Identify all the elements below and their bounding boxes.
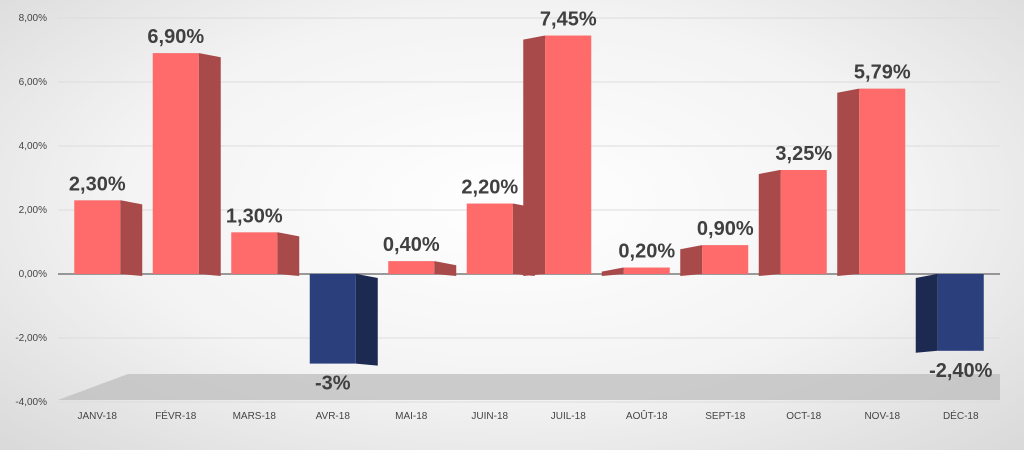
y-axis: 8,00% 6,00% 4,00% 2,00% 0,00% -2,00% -4,00% — [15, 13, 47, 408]
data-label: 7,45% — [540, 9, 597, 31]
x-tick-label: AOÛT-18 — [626, 409, 668, 422]
data-label: 0,20% — [618, 241, 675, 263]
x-tick-label: JUIN-18 — [471, 411, 508, 422]
x-tick-label: FÉVR-18 — [155, 409, 197, 422]
bar — [466, 203, 513, 274]
data-label: 5,79% — [854, 62, 911, 84]
bar-side — [277, 232, 300, 276]
data-label: -3% — [315, 373, 351, 395]
x-tick-label: AVR-18 — [316, 411, 351, 422]
x-tick-label: JUIL-18 — [551, 411, 586, 422]
x-tick-label: OCT-18 — [786, 411, 821, 422]
bar — [388, 261, 435, 274]
y-tick-label: 8,00% — [19, 13, 47, 24]
bar-side — [523, 35, 546, 276]
bar — [623, 267, 670, 274]
bar-side — [680, 245, 703, 276]
y-tick-label: 4,00% — [19, 141, 47, 152]
chart-floor — [58, 374, 1000, 400]
bar — [309, 274, 356, 364]
bar-side — [915, 274, 938, 353]
x-axis: JANV-18 FÉVR-18 MARS-18 AVR-18 MAI-18 JUIN-18… — [78, 409, 979, 422]
bar — [702, 245, 749, 274]
x-tick-label: DÉC-18 — [943, 409, 979, 422]
y-tick-label: -2,00% — [15, 333, 47, 344]
bar — [780, 170, 827, 274]
bar-side — [434, 261, 457, 276]
data-label: 0,90% — [697, 218, 754, 240]
y-tick-label: -4,00% — [15, 397, 47, 408]
bar — [74, 200, 121, 274]
bar — [231, 232, 278, 274]
bar-side — [355, 274, 378, 366]
bar-side — [837, 88, 860, 276]
data-label: -2,40% — [929, 360, 993, 382]
data-label: 1,30% — [226, 205, 283, 227]
bars — [74, 35, 984, 366]
bar — [545, 35, 592, 274]
x-tick-label: JANV-18 — [78, 411, 118, 422]
data-labels: 2,30% 6,90% 1,30% -3% 0,40% 2,20% 7,45% 0,20% 0,… — [69, 9, 993, 395]
y-tick-label: 0,00% — [19, 269, 47, 280]
x-tick-label: MAI-18 — [395, 411, 428, 422]
data-label: 0,40% — [383, 234, 440, 256]
data-label: 6,90% — [147, 26, 204, 48]
bar-side — [120, 200, 143, 276]
bar — [152, 53, 199, 275]
y-tick-label: 2,00% — [19, 205, 47, 216]
data-label: 3,25% — [775, 143, 832, 165]
x-tick-label: NOV-18 — [864, 411, 900, 422]
data-label: 2,20% — [461, 177, 518, 199]
bar-side — [601, 267, 624, 276]
bar — [859, 88, 906, 274]
x-tick-label: MARS-18 — [233, 411, 277, 422]
bar-side — [758, 170, 781, 276]
data-label: 2,30% — [69, 173, 126, 195]
bar — [937, 274, 984, 351]
y-tick-label: 6,00% — [19, 77, 47, 88]
bar-side — [198, 53, 221, 277]
x-tick-label: SEPT-18 — [705, 411, 745, 422]
